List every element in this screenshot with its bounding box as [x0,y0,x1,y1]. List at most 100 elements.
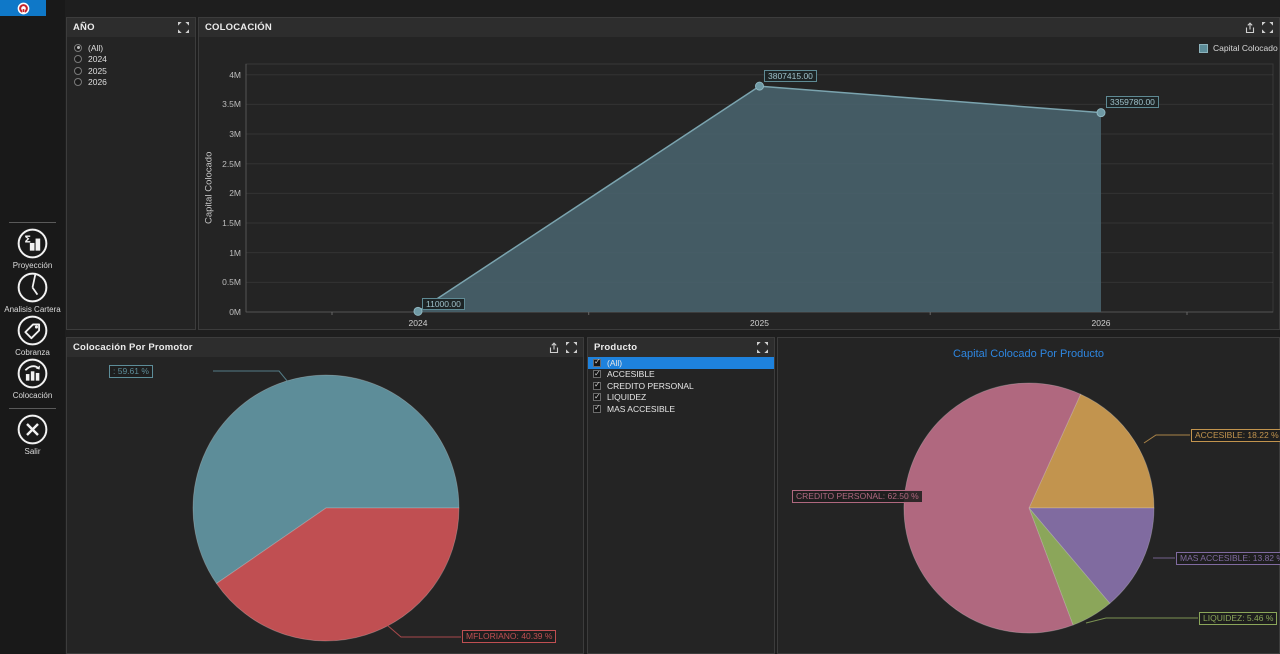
app-tab[interactable] [0,0,46,16]
projection-icon: Σ [17,228,48,259]
pie-slice-mas-accesible[interactable] [1028,507,1155,604]
expand-icon[interactable] [178,22,189,33]
producto-option-label: CREDITO PERSONAL [607,380,694,391]
pie-slice-credito-personal[interactable] [903,382,1082,634]
sidebar-divider [9,222,56,223]
brand-logo-icon [17,2,29,14]
producto-option-label: (All) [607,357,623,368]
x-tick-label: 2026 [1091,318,1111,328]
sidebar-item-analisis-cartera[interactable]: Analisis Cartera [0,271,65,314]
pie-callout-credito-personal: CREDITO PERSONAL: 62.50 % [792,490,923,503]
legend-swatch [1199,43,1208,53]
colocacion-panel-header: COLOCACIÓN [199,18,1279,37]
radio-icon [74,55,82,64]
y-tick-label: 4M [229,69,241,80]
y-tick-label: 2.5M [222,158,241,169]
producto-pie-chart [893,382,1198,634]
promotor-panel-header: Colocación Por Promotor [67,338,583,357]
data-point-label: 3807415.00 [764,70,817,82]
producto-option-liquidez[interactable]: ✓ LIQUIDEZ [588,392,774,404]
producto-option-label: LIQUIDEZ [607,392,647,403]
producto-panel-header: Producto [588,338,774,357]
year-option-list: (All) 2024 2025 2026 [67,42,195,88]
pie-slice-liquidez[interactable] [1028,507,1111,626]
collections-icon [17,315,48,346]
y-tick-label: 0M [229,307,241,317]
year-option-all[interactable]: (All) [67,42,195,54]
producto-pie-title: Capital Colocado Por Producto [952,348,1105,360]
sidebar-item-label: Salir [24,447,41,456]
year-option-label: (All) [88,42,104,53]
expand-icon[interactable] [1262,22,1273,33]
sidebar: Σ Proyección Analisis Cartera Cobranza [0,0,65,654]
sidebar-item-proyeccion[interactable]: Σ Proyección [0,227,65,270]
year-filter-panel: AÑO (All) 2024 2025 2026 [66,17,196,330]
placement-icon [17,358,48,389]
year-option-2025[interactable]: 2025 [67,65,195,77]
data-point-label: 11000.00 [422,298,465,310]
producto-pie-panel: Capital Colocado Por Producto ACCESIBLE:… [777,337,1280,654]
radio-icon [74,66,82,75]
producto-panel-title: Producto [594,342,638,353]
y-tick-label: 1.5M [222,218,241,228]
expand-icon[interactable] [566,342,577,353]
pie-slice-accesible[interactable] [1028,393,1155,509]
promotor-pie-chart [192,370,461,642]
area-chart [245,63,1274,316]
y-tick-label: 3.5M [222,99,241,110]
export-icon[interactable] [548,341,560,354]
area-data-point-2024[interactable] [413,306,423,316]
portfolio-analysis-icon [17,272,48,303]
sidebar-item-colocacion[interactable]: Colocación [0,357,65,400]
year-option-2024[interactable]: 2024 [67,54,195,66]
checkbox-icon: ✓ [593,403,601,413]
checkbox-icon: ✓ [593,380,601,390]
year-panel-header: AÑO [67,18,195,37]
year-option-label: 2025 [88,65,107,76]
checkbox-icon: ✓ [593,357,601,367]
sidebar-item-salir[interactable]: Salir [0,413,65,456]
pie-callout-promotor-mfloriano: MFLORIANO: 40.39 % [462,630,557,643]
promotor-pie-panel: Colocación Por Promotor : 59.61 % MFLORI… [66,337,584,654]
area-data-point-2025[interactable] [755,81,764,91]
year-option-2026[interactable]: 2026 [67,77,195,89]
producto-option-accesible[interactable]: ✓ ACCESIBLE [588,369,774,381]
colocacion-chart-panel: COLOCACIÓN Capital Colocado Capital Colo… [198,17,1280,330]
sidebar-divider [9,408,56,409]
expand-icon[interactable] [757,342,768,353]
sidebar-item-label: Cobranza [15,348,50,357]
producto-option-label: ACCESIBLE [607,369,655,380]
legend-label: Capital Colocado [1213,43,1278,53]
pie-callout-promotor-teal: : 59.61 % [109,365,153,378]
x-tick-label: 2024 [408,318,428,328]
data-point-label: 3359780.00 [1106,96,1159,108]
producto-option-all[interactable]: ✓ (All) [588,357,774,369]
year-option-label: 2026 [88,77,107,88]
legend-capital-colocado[interactable]: Capital Colocado [1199,43,1278,53]
promotor-panel-title: Colocación Por Promotor [73,342,193,353]
producto-filter-panel: Producto ✓ (All) ✓ ACCESIBLE ✓ CREDITO PERSON… [587,337,775,654]
producto-option-label: MAS ACCESIBLE [607,403,676,414]
pie-slice-mfloriano[interactable] [215,507,460,642]
producto-option-mas-accesible[interactable]: ✓ MAS ACCESIBLE [588,403,774,415]
pie-callout-accesible: ACCESIBLE: 18.22 % [1191,429,1280,442]
export-icon[interactable] [1244,21,1256,34]
exit-icon [17,414,48,445]
producto-option-credito-personal[interactable]: ✓ CREDITO PERSONAL [588,380,774,392]
pie-callout-liquidez: LIQUIDEZ: 5.46 % [1199,612,1278,625]
sidebar-item-label: Proyección [12,261,53,270]
checkbox-icon: ✓ [593,368,601,379]
sidebar-item-cobranza[interactable]: Cobranza [0,314,65,357]
y-tick-label: 1M [229,247,241,258]
colocacion-panel-title: COLOCACIÓN [205,22,272,33]
svg-text:Σ: Σ [24,234,31,245]
year-panel-title: AÑO [73,22,95,33]
checkbox-icon: ✓ [593,391,601,402]
x-tick-label: 2025 [750,318,769,328]
radio-icon [74,78,82,87]
y-tick-label: 2M [229,188,241,199]
y-tick-label: 3M [229,129,241,140]
area-data-point-2026[interactable] [1096,108,1106,118]
sidebar-item-label: Analisis Cartera [4,305,61,314]
